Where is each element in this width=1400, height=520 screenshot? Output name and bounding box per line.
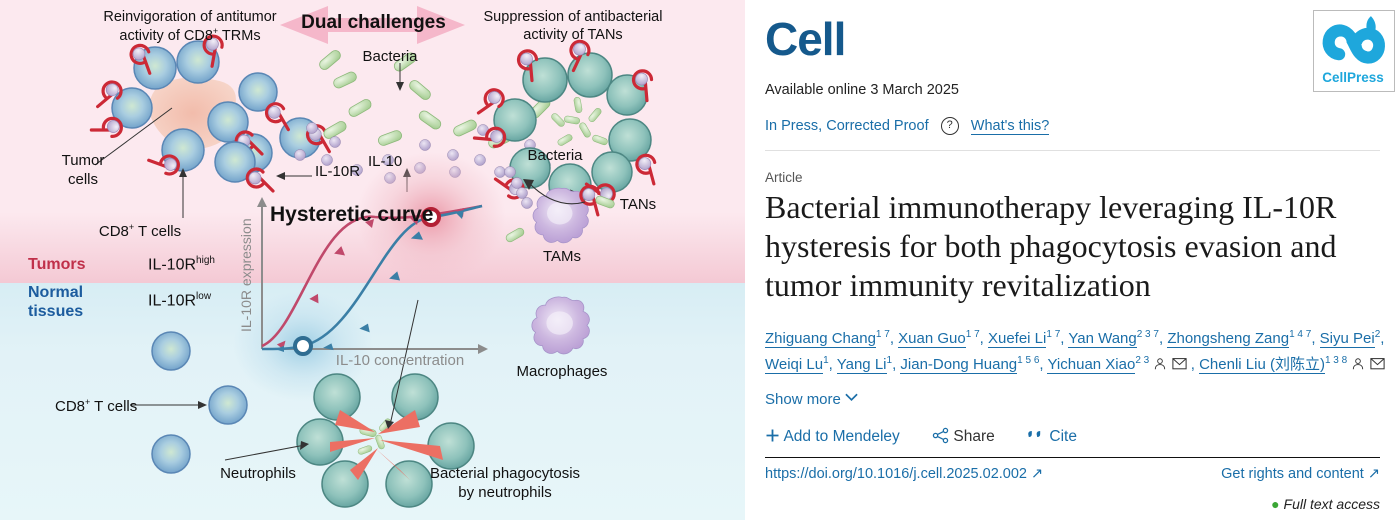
svg-text:CellPress: CellPress — [1322, 70, 1383, 85]
